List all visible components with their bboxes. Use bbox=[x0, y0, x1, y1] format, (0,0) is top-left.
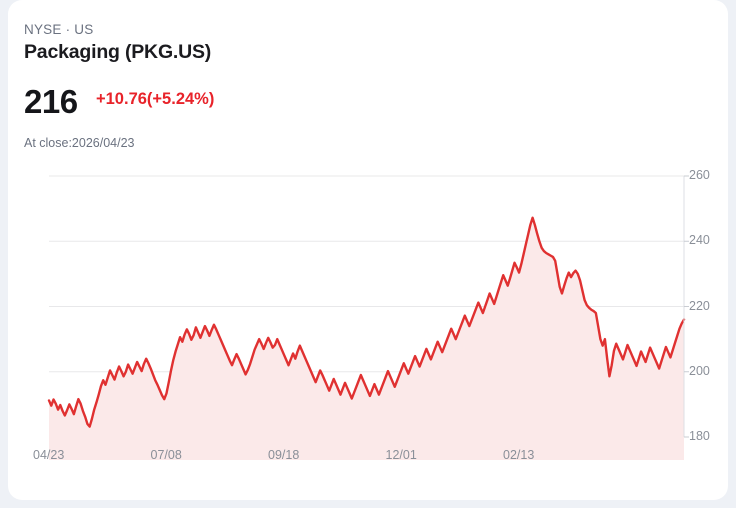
x-axis-tick-label: 04/23 bbox=[33, 448, 65, 462]
page-title: Packaging (PKG.US) bbox=[24, 41, 212, 63]
exchange-region-line: NYSE · US bbox=[24, 22, 93, 37]
stock-quote-card: NYSE · US Packaging (PKG.US) 216 +10.76(+5… bbox=[8, 0, 728, 500]
y-axis-tick-label: 220 bbox=[689, 298, 710, 313]
x-axis-tick-label: 02/13 bbox=[503, 448, 535, 462]
y-tick-marks bbox=[684, 175, 689, 438]
y-axis-tick-label: 200 bbox=[689, 363, 710, 378]
price-change: +10.76(+5.24%) bbox=[96, 90, 215, 108]
price-chart-svg bbox=[47, 175, 689, 460]
x-axis-tick-label: 07/08 bbox=[150, 448, 182, 462]
y-axis-tick-label: 240 bbox=[689, 233, 710, 248]
close-timestamp: At close:2026/04/23 bbox=[24, 136, 135, 150]
price-area-fill bbox=[49, 217, 684, 460]
x-axis-tick-label: 09/18 bbox=[268, 448, 300, 462]
price-chart[interactable] bbox=[8, 160, 728, 470]
y-axis-tick-label: 180 bbox=[689, 429, 710, 443]
separator-dot: · bbox=[65, 22, 71, 37]
region-code: US bbox=[74, 22, 94, 37]
y-axis-tick-label: 260 bbox=[689, 168, 710, 182]
price-line bbox=[47, 216, 686, 428]
x-axis-tick-label: 12/01 bbox=[385, 448, 417, 462]
current-price: 216 bbox=[24, 83, 78, 120]
exchange-name: NYSE bbox=[24, 22, 62, 37]
